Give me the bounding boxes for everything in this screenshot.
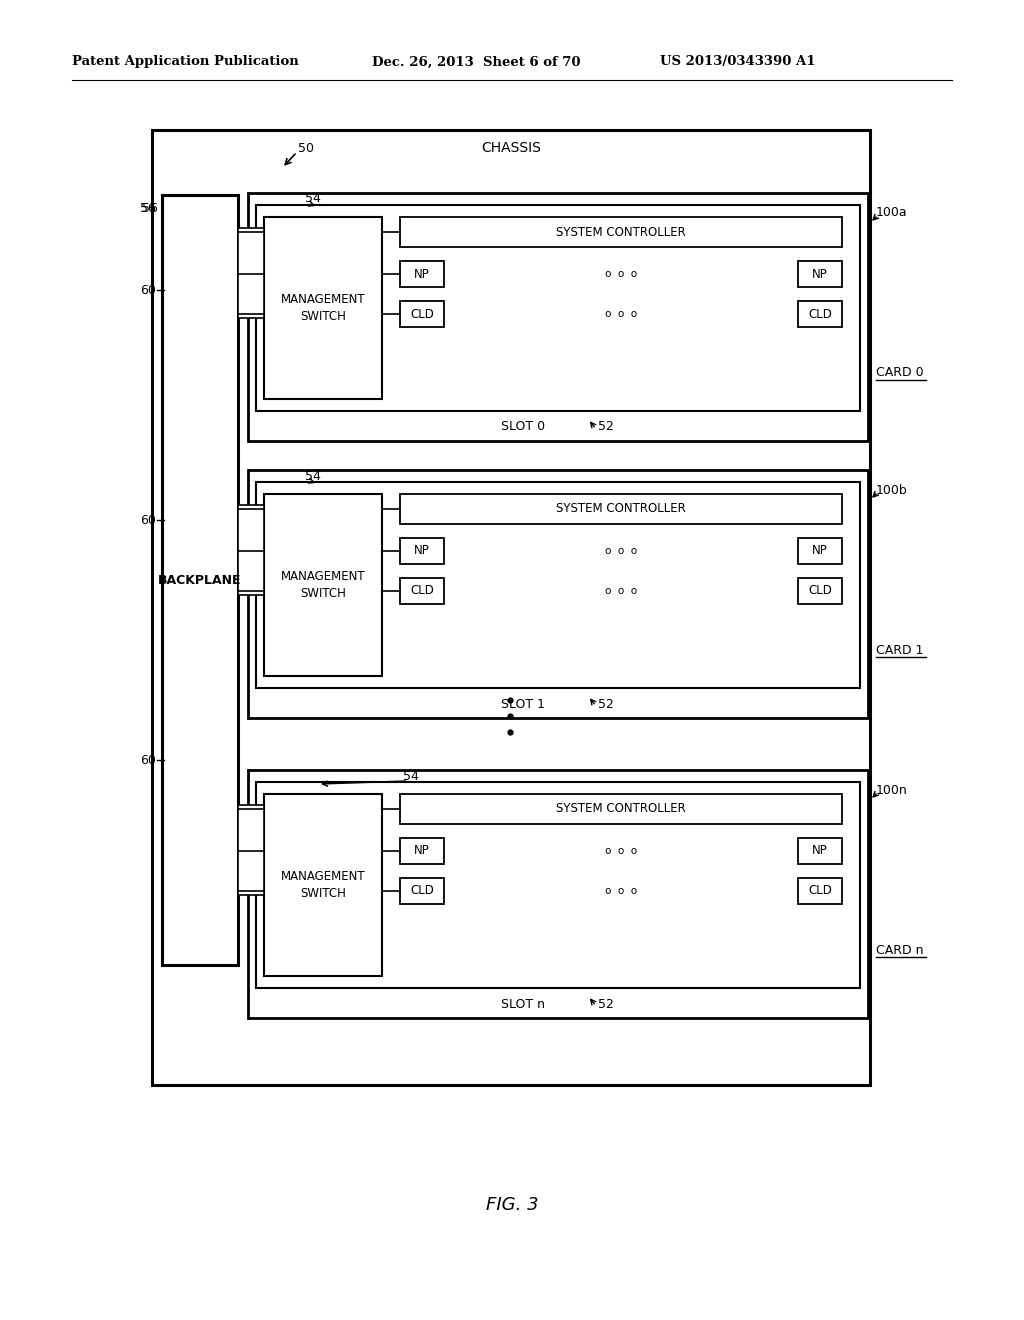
Text: CLD: CLD (808, 884, 831, 898)
Bar (400, 838, 444, 865)
Text: SYSTEM CONTROLLER: SYSTEM CONTROLLER (556, 803, 686, 816)
Text: o  o  o: o o o (605, 309, 637, 319)
Text: NP: NP (812, 268, 827, 281)
Text: CLD: CLD (410, 884, 434, 898)
Text: MANAGEMENT
SWITCH: MANAGEMENT SWITCH (281, 870, 366, 900)
Bar (238, 805, 264, 895)
Text: SYSTEM CONTROLLER: SYSTEM CONTROLLER (556, 226, 686, 239)
Text: SLOT 0: SLOT 0 (501, 421, 545, 433)
Text: 54: 54 (305, 470, 321, 483)
Text: 54: 54 (403, 770, 419, 783)
Text: CARD 0: CARD 0 (876, 367, 924, 380)
Text: 100b: 100b (876, 483, 907, 496)
Bar (264, 795, 382, 975)
Bar (400, 878, 444, 904)
Bar (238, 228, 264, 318)
Text: o  o  o: o o o (605, 886, 637, 896)
Text: 56: 56 (142, 202, 158, 215)
Bar (798, 539, 842, 564)
Bar (798, 878, 842, 904)
Text: o  o  o: o o o (605, 546, 637, 556)
Bar (248, 193, 868, 441)
Text: Dec. 26, 2013  Sheet 6 of 70: Dec. 26, 2013 Sheet 6 of 70 (372, 55, 581, 69)
Text: NP: NP (812, 544, 827, 557)
Bar (238, 506, 264, 595)
Bar (798, 261, 842, 286)
Text: 54: 54 (305, 193, 321, 206)
Text: o  o  o: o o o (605, 586, 637, 597)
Text: FIG. 3: FIG. 3 (485, 1196, 539, 1214)
Bar (400, 261, 444, 286)
Text: NP: NP (414, 544, 430, 557)
Text: 56: 56 (140, 202, 156, 215)
Text: CARD n: CARD n (876, 944, 924, 957)
Bar (400, 539, 444, 564)
Text: US 2013/0343390 A1: US 2013/0343390 A1 (660, 55, 815, 69)
Text: NP: NP (414, 268, 430, 281)
Bar (798, 578, 842, 605)
Bar (162, 195, 238, 965)
Text: 52: 52 (598, 421, 613, 433)
Text: CLD: CLD (410, 585, 434, 598)
Text: 52: 52 (598, 998, 613, 1011)
Bar (248, 470, 868, 718)
Text: MANAGEMENT
SWITCH: MANAGEMENT SWITCH (281, 293, 366, 323)
Bar (798, 301, 842, 327)
Bar (152, 129, 870, 1085)
Text: o  o  o: o o o (605, 269, 637, 279)
Bar (400, 494, 842, 524)
Text: 52: 52 (598, 697, 613, 710)
Bar (256, 482, 860, 688)
Bar (264, 216, 382, 399)
Text: 60: 60 (140, 284, 156, 297)
Text: CLD: CLD (808, 308, 831, 321)
Bar (400, 216, 842, 247)
Text: CLD: CLD (410, 308, 434, 321)
Text: 100n: 100n (876, 784, 907, 796)
Text: CHASSIS: CHASSIS (481, 141, 541, 154)
Text: CLD: CLD (808, 585, 831, 598)
Bar (400, 301, 444, 327)
Text: NP: NP (812, 845, 827, 858)
Text: NP: NP (414, 845, 430, 858)
Bar (256, 781, 860, 987)
Text: o  o  o: o o o (605, 846, 637, 855)
Text: SLOT 1: SLOT 1 (501, 697, 545, 710)
Text: BACKPLANE: BACKPLANE (159, 573, 242, 586)
Text: 60: 60 (140, 513, 156, 527)
Bar (400, 578, 444, 605)
Text: SYSTEM CONTROLLER: SYSTEM CONTROLLER (556, 503, 686, 516)
Text: 50: 50 (298, 141, 314, 154)
Bar (248, 770, 868, 1018)
Text: 60: 60 (140, 754, 156, 767)
Text: 100a: 100a (876, 206, 907, 219)
Bar (264, 494, 382, 676)
Text: CARD 1: CARD 1 (876, 644, 924, 656)
Bar (256, 205, 860, 411)
Text: Patent Application Publication: Patent Application Publication (72, 55, 299, 69)
Bar (798, 838, 842, 865)
Text: SLOT n: SLOT n (501, 998, 545, 1011)
Text: MANAGEMENT
SWITCH: MANAGEMENT SWITCH (281, 570, 366, 601)
Bar (400, 795, 842, 824)
